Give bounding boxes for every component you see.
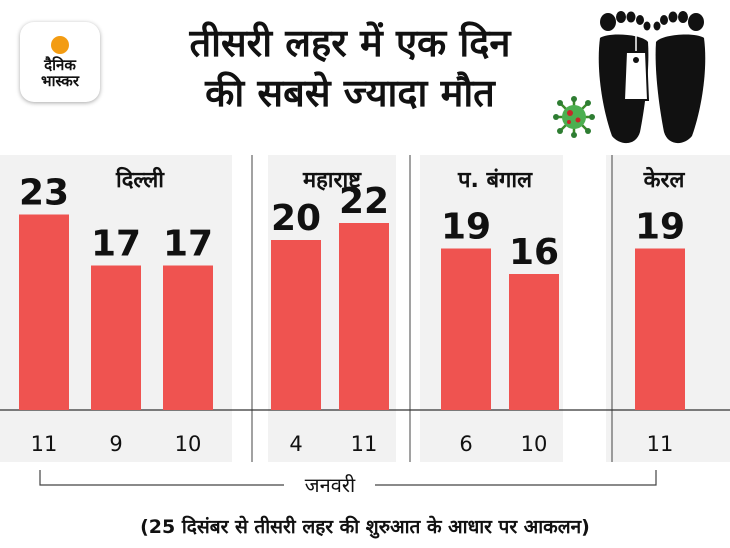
bar-3-1	[441, 248, 491, 410]
x-tick-label-3-2: 10	[521, 432, 548, 456]
value-label-4-1: 19	[635, 207, 685, 248]
value-label-2-1: 20	[271, 198, 321, 239]
bar-1-1	[19, 214, 69, 410]
chart-title: तीसरी लहर में एक दिन की सबसे ज्यादा मौत	[110, 18, 590, 118]
feet-with-toe-tag-icon	[598, 11, 706, 144]
x-tick-label-1-3: 10	[175, 432, 202, 456]
month-bracket-left	[39, 470, 288, 486]
x-tick-label-2-1: 4	[289, 432, 302, 456]
group-label-2: महाराष्ट्र	[302, 168, 362, 193]
group-label-4: केरल	[643, 166, 686, 193]
bar-4-1	[635, 248, 685, 410]
value-label-3-1: 19	[441, 207, 491, 248]
coronavirus-icon	[553, 96, 595, 138]
x-tick-label-1-1: 11	[31, 432, 58, 456]
value-label-1-1: 23	[19, 173, 69, 214]
logo-text-line2: भास्कर	[41, 71, 79, 90]
group-label-3: प. बंगाल	[457, 168, 533, 193]
dainik-bhaskar-logo: दैनिक भास्कर	[20, 22, 100, 102]
value-label-1-2: 17	[91, 224, 141, 265]
value-label-3-2: 16	[509, 232, 559, 273]
bar-2-2	[339, 223, 389, 410]
logo-text-line1: दैनिक	[44, 55, 76, 74]
value-label-2-2: 22	[339, 181, 389, 222]
x-tick-label-2-2: 11	[351, 432, 378, 456]
x-tick-label-4-1: 11	[647, 432, 674, 456]
footnote: (25 दिसंबर से तीसरी लहर की शुरुआत के आधा…	[140, 516, 590, 538]
bar-3-2	[509, 274, 559, 410]
x-group-label: जनवरी	[305, 473, 356, 497]
bar-2-1	[271, 240, 321, 410]
value-label-1-3: 17	[163, 224, 213, 265]
group-label-1: दिल्ली	[115, 166, 165, 193]
title-line-2: की सबसे ज्यादा मौत	[205, 71, 495, 115]
bar-1-3	[163, 265, 213, 410]
x-tick-label-3-1: 6	[459, 432, 472, 456]
month-label-background	[284, 472, 372, 496]
month-bracket-right	[375, 470, 657, 486]
logo-sun-icon	[51, 35, 69, 54]
title-line-1: तीसरी लहर में एक दिन	[189, 21, 511, 65]
x-tick-label-1-2: 9	[109, 432, 122, 456]
bar-1-2	[91, 265, 141, 410]
